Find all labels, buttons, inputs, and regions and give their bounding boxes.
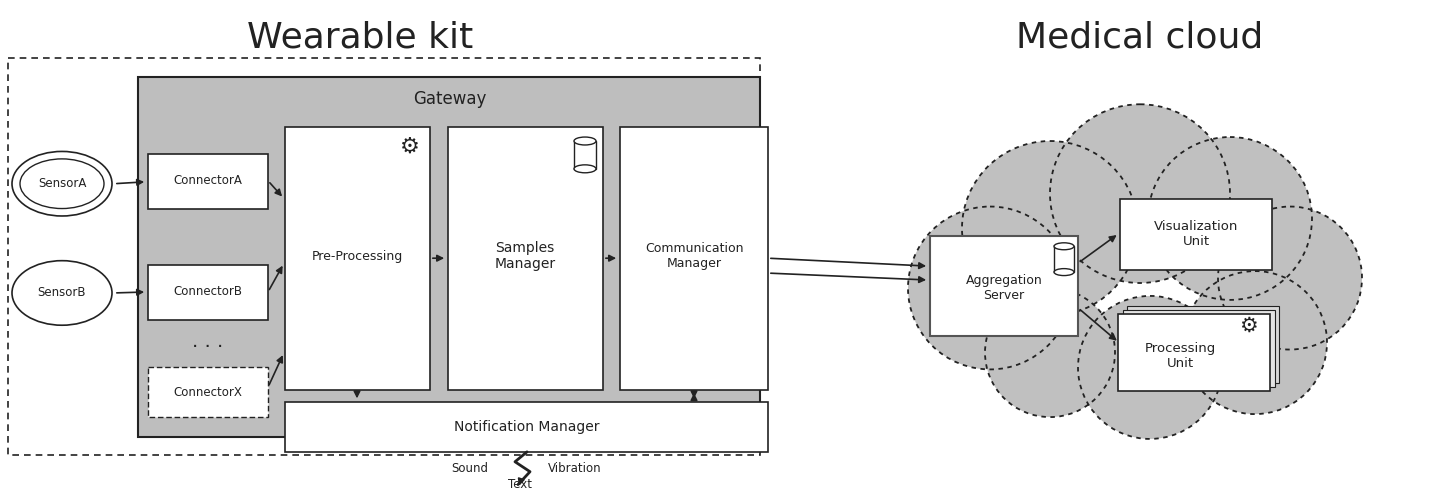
Circle shape <box>908 207 1073 369</box>
Text: Aggregation
Server: Aggregation Server <box>965 274 1043 302</box>
Circle shape <box>1050 104 1231 283</box>
Bar <box>284 127 429 390</box>
Text: Gateway: Gateway <box>414 91 487 108</box>
Text: ⚙: ⚙ <box>401 137 419 157</box>
Ellipse shape <box>20 159 103 209</box>
Ellipse shape <box>574 165 596 173</box>
Circle shape <box>1147 137 1313 300</box>
Circle shape <box>962 141 1137 316</box>
Bar <box>1123 310 1275 387</box>
Text: SensorA: SensorA <box>37 177 86 190</box>
Ellipse shape <box>11 261 112 325</box>
Ellipse shape <box>1054 243 1074 250</box>
Text: Communication
Manager: Communication Manager <box>645 242 744 270</box>
Bar <box>1120 199 1272 270</box>
Text: Visualization
Unit: Visualization Unit <box>1153 220 1238 248</box>
Bar <box>148 154 269 209</box>
Bar <box>1054 246 1074 272</box>
Text: ConnectorX: ConnectorX <box>174 386 243 399</box>
Text: Sound: Sound <box>451 462 488 475</box>
Ellipse shape <box>1054 269 1074 276</box>
Text: ConnectorA: ConnectorA <box>174 174 243 187</box>
Circle shape <box>1183 271 1327 414</box>
Text: Medical cloud: Medical cloud <box>1017 21 1264 55</box>
Bar <box>931 236 1078 336</box>
Bar <box>1119 314 1269 391</box>
Text: Notification Manager: Notification Manager <box>454 420 600 434</box>
Ellipse shape <box>574 137 596 145</box>
Text: Processing
Unit: Processing Unit <box>1144 341 1216 369</box>
Text: · · ·: · · · <box>192 338 224 357</box>
Bar <box>1127 306 1279 383</box>
Bar <box>148 368 269 417</box>
Circle shape <box>1218 207 1361 349</box>
Bar <box>448 127 603 390</box>
Text: ⚙: ⚙ <box>1239 316 1258 336</box>
Circle shape <box>985 288 1114 417</box>
Bar <box>148 265 269 320</box>
Bar <box>284 402 768 452</box>
Ellipse shape <box>11 152 112 216</box>
Text: Vibration: Vibration <box>549 462 602 475</box>
Text: Pre-Processing: Pre-Processing <box>312 250 402 263</box>
Bar <box>620 127 768 390</box>
Bar <box>138 77 760 437</box>
Text: Text: Text <box>508 478 531 491</box>
Circle shape <box>1078 296 1222 439</box>
Text: Samples
Manager: Samples Manager <box>494 241 556 271</box>
Text: ConnectorB: ConnectorB <box>174 285 243 299</box>
Text: Wearable kit: Wearable kit <box>247 21 472 55</box>
Bar <box>9 58 760 455</box>
Bar <box>574 141 596 169</box>
Text: SensorB: SensorB <box>37 286 86 300</box>
